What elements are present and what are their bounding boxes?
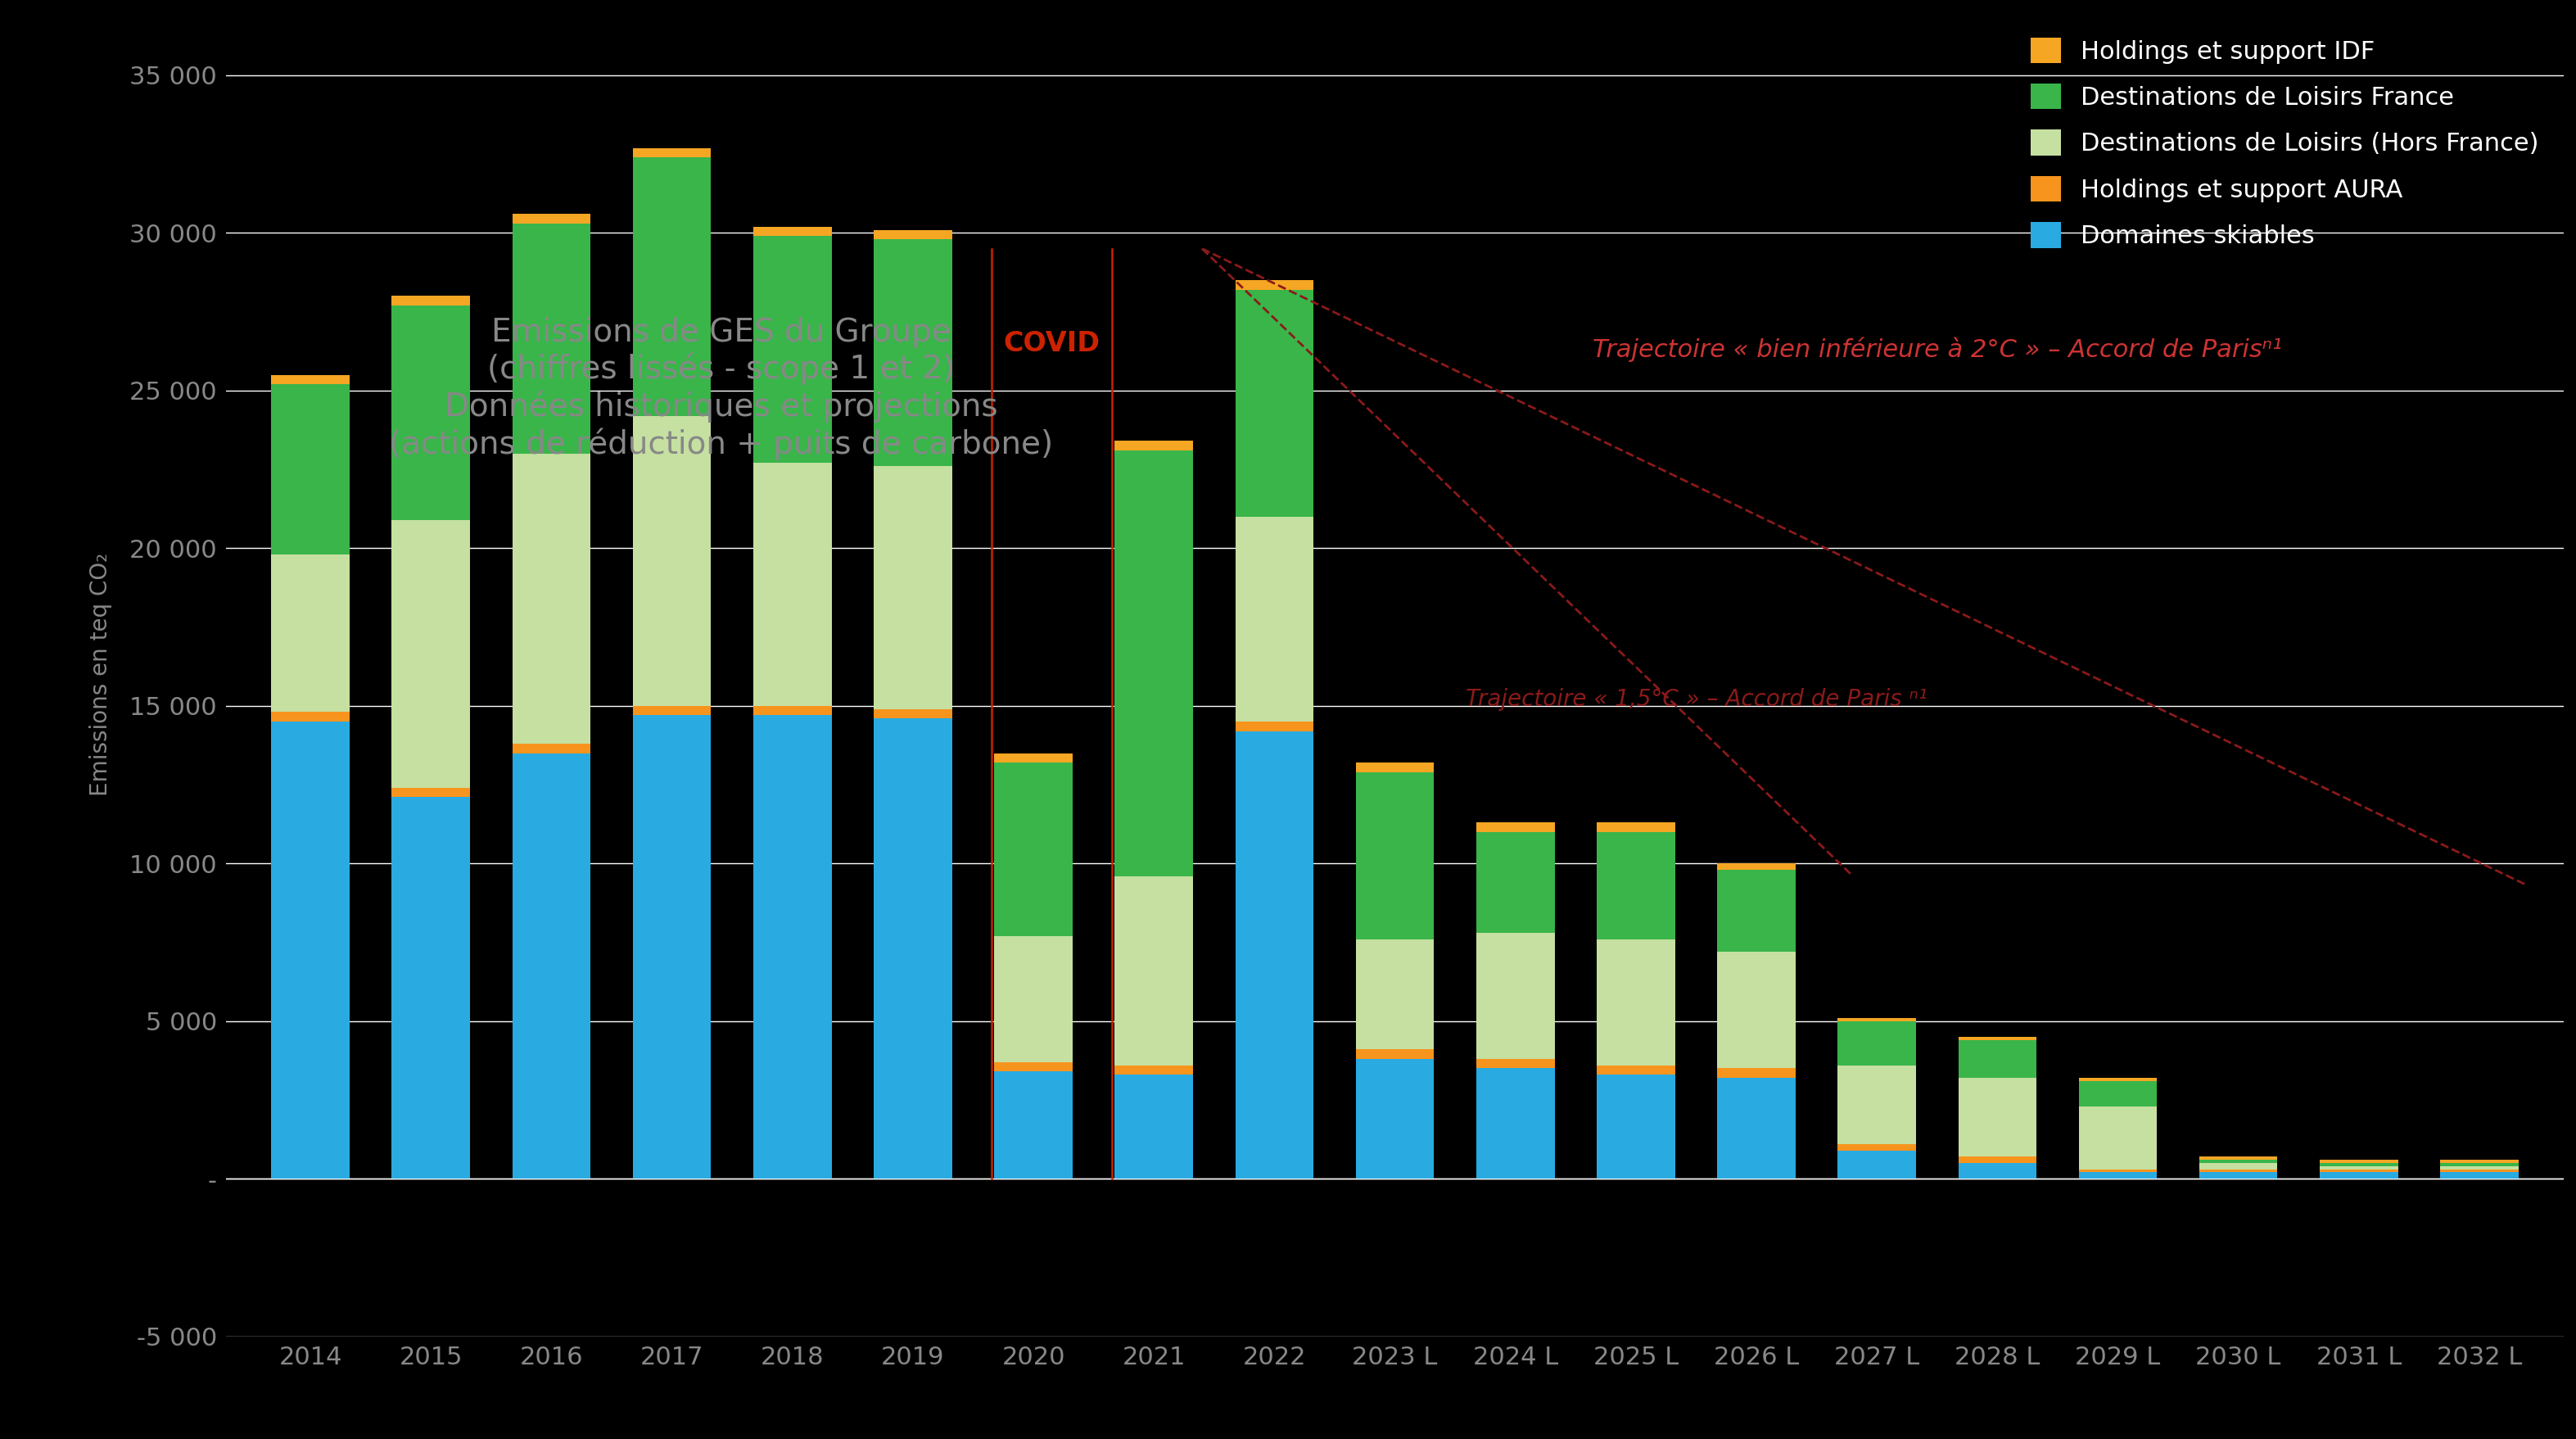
Bar: [873, 466, 953, 709]
Bar: [2079, 1170, 2156, 1173]
Bar: [2439, 1173, 2519, 1179]
Bar: [1958, 1163, 2038, 1179]
Bar: [2439, 1163, 2519, 1166]
Bar: [1476, 1068, 1553, 1179]
Bar: [513, 223, 590, 453]
Bar: [634, 705, 711, 715]
Legend: Holdings et support IDF, Destinations de Loisirs France, Destinations de Loisirs: Holdings et support IDF, Destinations de…: [2017, 24, 2550, 260]
Bar: [873, 709, 953, 718]
Text: Trajectoire « 1,5°C » – Accord de Paris ⁿ¹: Trajectoire « 1,5°C » – Accord de Paris …: [1466, 688, 1927, 711]
Bar: [1355, 771, 1435, 940]
Bar: [1355, 1049, 1435, 1059]
Bar: [994, 1072, 1072, 1179]
Bar: [634, 148, 711, 157]
Bar: [2079, 1078, 2156, 1081]
Bar: [1355, 763, 1435, 771]
Bar: [1597, 832, 1674, 940]
Bar: [1476, 1059, 1553, 1068]
Bar: [270, 374, 350, 384]
Bar: [1597, 1075, 1674, 1179]
Text: Emissions de GES du Groupe
(chiffres lissés - scope 1 et 2)
Données historiques : Emissions de GES du Groupe (chiffres lis…: [389, 317, 1054, 460]
Bar: [994, 763, 1072, 935]
Bar: [1476, 932, 1553, 1059]
Bar: [1958, 1078, 2038, 1157]
Bar: [1837, 1150, 1917, 1179]
Bar: [270, 554, 350, 712]
Bar: [1597, 1065, 1674, 1075]
Bar: [392, 787, 469, 797]
Text: COVID: COVID: [1002, 330, 1100, 357]
Bar: [873, 230, 953, 239]
Bar: [1837, 1022, 1917, 1065]
Bar: [1597, 940, 1674, 1065]
Bar: [2321, 1173, 2398, 1179]
Bar: [2439, 1160, 2519, 1163]
Bar: [270, 712, 350, 721]
Bar: [994, 935, 1072, 1062]
Bar: [1476, 823, 1553, 832]
Bar: [1958, 1157, 2038, 1163]
Bar: [1236, 731, 1314, 1179]
Bar: [2321, 1160, 2398, 1163]
Bar: [2439, 1170, 2519, 1173]
Bar: [2321, 1166, 2398, 1170]
Bar: [1476, 832, 1553, 932]
Bar: [752, 227, 832, 236]
Bar: [1355, 1059, 1435, 1179]
Bar: [873, 239, 953, 466]
Bar: [1837, 1144, 1917, 1150]
Bar: [634, 715, 711, 1179]
Bar: [752, 715, 832, 1179]
Bar: [1236, 289, 1314, 517]
Text: Trajectoire « bien inférieure à 2°C » – Accord de Parisⁿ¹: Trajectoire « bien inférieure à 2°C » – …: [1592, 337, 2282, 363]
Bar: [513, 214, 590, 223]
Bar: [2200, 1170, 2277, 1173]
Bar: [1115, 440, 1193, 450]
Bar: [392, 797, 469, 1179]
Bar: [752, 236, 832, 463]
Bar: [2200, 1163, 2277, 1170]
Bar: [1355, 940, 1435, 1049]
Bar: [873, 718, 953, 1179]
Bar: [1115, 450, 1193, 876]
Bar: [513, 453, 590, 744]
Bar: [2200, 1157, 2277, 1160]
Bar: [1958, 1038, 2038, 1040]
Bar: [392, 305, 469, 519]
Bar: [994, 1062, 1072, 1072]
Bar: [634, 157, 711, 416]
Bar: [1958, 1040, 2038, 1078]
Bar: [2321, 1163, 2398, 1166]
Bar: [270, 721, 350, 1179]
Y-axis label: Emissions en teq CO₂: Emissions en teq CO₂: [90, 553, 113, 796]
Bar: [752, 705, 832, 715]
Bar: [392, 296, 469, 305]
Bar: [1597, 823, 1674, 832]
Bar: [1115, 1075, 1193, 1179]
Bar: [2079, 1173, 2156, 1179]
Bar: [752, 463, 832, 705]
Bar: [2200, 1160, 2277, 1163]
Bar: [994, 753, 1072, 763]
Bar: [1718, 1068, 1795, 1078]
Bar: [1236, 281, 1314, 289]
Bar: [2439, 1166, 2519, 1170]
Bar: [1718, 869, 1795, 951]
Bar: [2321, 1170, 2398, 1173]
Bar: [1236, 721, 1314, 731]
Bar: [1837, 1017, 1917, 1022]
Bar: [1115, 1065, 1193, 1075]
Bar: [513, 744, 590, 753]
Bar: [1718, 1078, 1795, 1179]
Bar: [634, 416, 711, 705]
Bar: [1718, 951, 1795, 1068]
Bar: [513, 753, 590, 1179]
Bar: [392, 519, 469, 787]
Bar: [270, 384, 350, 554]
Bar: [2200, 1173, 2277, 1179]
Bar: [1718, 863, 1795, 869]
Bar: [2079, 1107, 2156, 1170]
Bar: [1837, 1065, 1917, 1144]
Bar: [1236, 517, 1314, 721]
Bar: [2079, 1081, 2156, 1107]
